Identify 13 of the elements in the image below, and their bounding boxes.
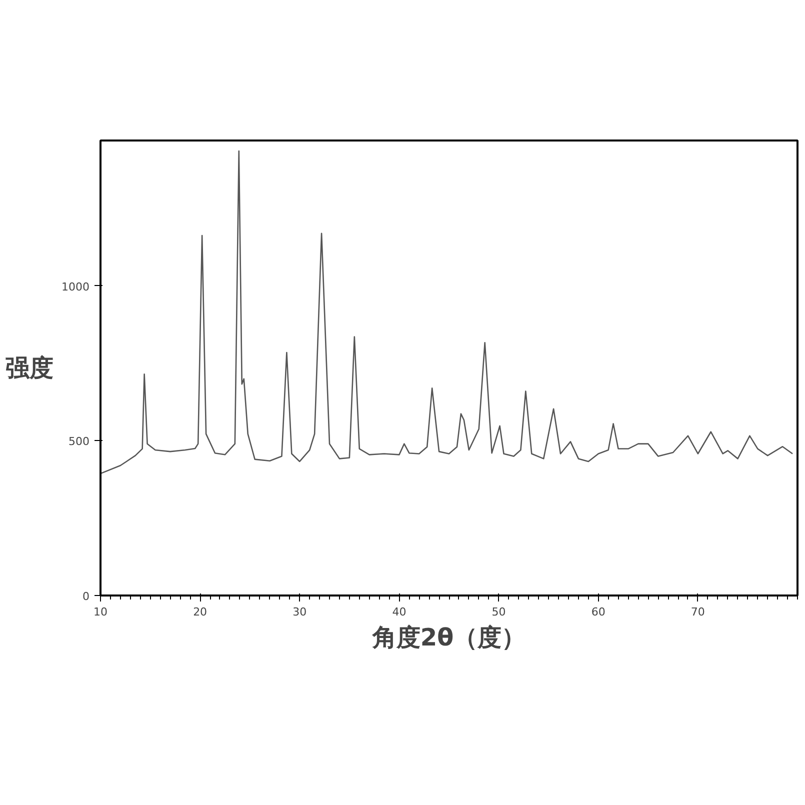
y-tick-label: 500	[68, 435, 90, 448]
x-axis-title: 角度2θ（度）	[371, 624, 526, 652]
x-tick-label: 70	[690, 606, 705, 618]
x-tick-label: 50	[492, 606, 506, 618]
line-series	[100, 150, 794, 474]
y-tick-label: 0	[82, 590, 90, 603]
x-tick-label: 60	[591, 606, 606, 618]
x-tick-label: 40	[392, 606, 406, 618]
x-tick-label: 30	[292, 606, 307, 618]
x-tick-label: 20	[193, 606, 208, 618]
y-tick-label: 1000	[62, 280, 90, 294]
x-tick-label: 10	[94, 606, 108, 618]
y-axis-title: 强度	[6, 354, 54, 382]
